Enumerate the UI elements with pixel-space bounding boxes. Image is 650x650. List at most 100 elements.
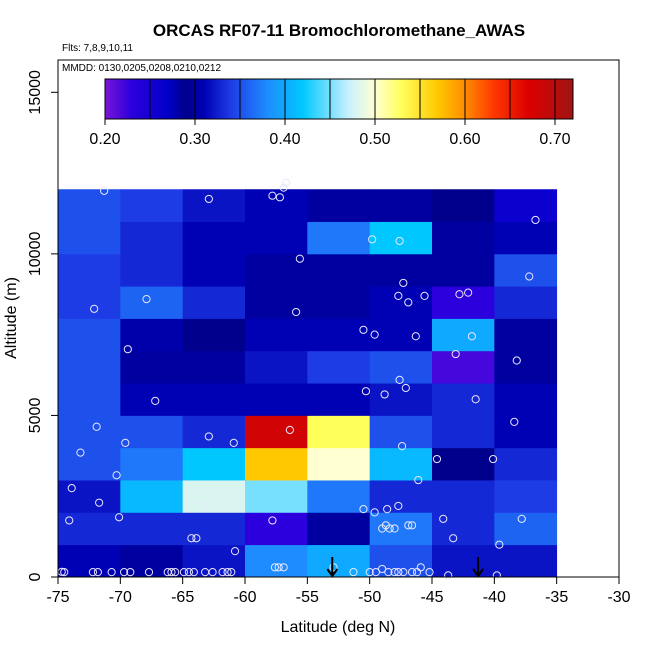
sample-point — [395, 375, 404, 384]
sample-point — [208, 568, 217, 577]
sample-point — [285, 425, 294, 435]
sample-point — [510, 417, 519, 426]
y-axis: 0 5000 10000 15000 — [27, 70, 58, 581]
heatmap-cell — [182, 512, 246, 546]
heatmap-cell — [120, 221, 184, 255]
sample-point — [361, 387, 371, 396]
heatmap-cell — [58, 318, 121, 352]
sample-point — [399, 568, 408, 577]
sample-point — [517, 514, 526, 523]
sample-point — [404, 298, 413, 307]
colorbar-ticks: 0.20 0.30 0.40 0.50 0.60 0.70 — [89, 79, 571, 148]
heatmap-cell — [432, 350, 495, 384]
colorbar — [104, 78, 574, 120]
heatmap-cell — [245, 512, 308, 546]
sample-point — [88, 568, 98, 577]
sample-point — [292, 307, 301, 317]
sample-point — [384, 568, 393, 577]
heatmap-cell — [58, 480, 121, 513]
heatmap-cell — [120, 480, 184, 513]
sample-point — [275, 193, 285, 202]
sample-point — [274, 563, 283, 572]
heatmap-cell — [432, 383, 495, 416]
sample-point — [187, 534, 196, 543]
sample-point — [151, 396, 160, 405]
heatmap-cell — [432, 512, 495, 546]
colorbar-tick-label: 0.40 — [269, 131, 300, 148]
sample-point — [60, 568, 69, 577]
x-tick-label: -30 — [607, 589, 630, 606]
heatmap-cell — [120, 350, 184, 384]
heatmap-cell — [494, 286, 558, 319]
heatmap-cell — [369, 383, 433, 416]
heatmap-cell — [432, 253, 495, 287]
heatmap-cell — [369, 480, 433, 513]
heatmap-cell — [245, 318, 308, 352]
heatmap-cell — [58, 512, 121, 546]
sample-point — [464, 288, 473, 297]
heatmap-cell — [494, 544, 558, 578]
heatmap-cell — [120, 318, 184, 352]
y-tick-label: 5000 — [27, 398, 44, 434]
sample-point — [492, 571, 501, 580]
heatmap-cell — [432, 415, 495, 449]
sample-point — [467, 332, 476, 341]
sample-point — [451, 349, 460, 359]
sample-point — [395, 236, 404, 246]
heatmap-cell — [182, 286, 246, 319]
sample-point — [184, 568, 193, 577]
heatmap-cell — [245, 447, 308, 481]
heatmap-cell — [182, 221, 246, 255]
x-tick-label: -75 — [46, 589, 69, 606]
sample-point — [227, 568, 236, 577]
colorbar-tick-label: 0.50 — [359, 131, 390, 148]
arrow-markers — [326, 557, 484, 578]
sample-point — [92, 422, 101, 431]
sample-point — [397, 442, 407, 451]
heatmap-cell — [307, 415, 371, 449]
heatmap-cell — [369, 189, 433, 222]
heatmap-cell — [182, 350, 246, 384]
y-tick-label: 15000 — [27, 70, 44, 115]
heatmap-cell — [494, 447, 558, 481]
heatmap-cell — [369, 253, 433, 287]
heatmap-cell — [245, 350, 308, 384]
sample-point — [425, 568, 434, 577]
x-tick-label: -60 — [233, 589, 256, 606]
sample-point — [390, 568, 399, 577]
heatmap-cell — [120, 544, 184, 578]
heatmap-cell — [369, 447, 433, 481]
heatmap-cell — [182, 383, 246, 416]
sample-point — [407, 568, 417, 577]
x-tick-label: -55 — [296, 589, 319, 606]
sample-point — [198, 501, 207, 511]
sample-point — [119, 568, 129, 577]
heatmap-cell — [369, 350, 433, 384]
sample-point — [126, 568, 135, 577]
sample-point — [495, 540, 504, 549]
colorbar-tick-label: 0.20 — [89, 131, 120, 148]
sample-point — [349, 568, 358, 577]
heatmap-cell — [494, 350, 558, 384]
heatmap-cell — [58, 350, 121, 384]
heatmap-cell — [120, 415, 184, 449]
sample-point — [432, 454, 442, 464]
sample-point — [378, 564, 387, 574]
heatmap-cell — [494, 189, 558, 222]
sample-point — [204, 432, 213, 441]
sample-point — [404, 521, 413, 530]
sample-point — [394, 501, 403, 511]
heatmap-cell — [432, 189, 495, 222]
x-tick-label: -70 — [109, 589, 132, 606]
x-axis-label: Latitude (deg N) — [281, 619, 396, 636]
sample-point — [365, 568, 374, 577]
sample-point — [394, 291, 403, 300]
heatmap-cell — [494, 512, 558, 546]
y-tick-label: 10000 — [27, 232, 44, 277]
heatmap-cell — [245, 383, 308, 416]
heatmap-cell — [307, 253, 371, 287]
sample-point — [394, 568, 403, 577]
heatmap-cell — [307, 544, 371, 578]
dates-note: MMDD: 0130,0205,0208,0210,0212 — [62, 63, 221, 74]
